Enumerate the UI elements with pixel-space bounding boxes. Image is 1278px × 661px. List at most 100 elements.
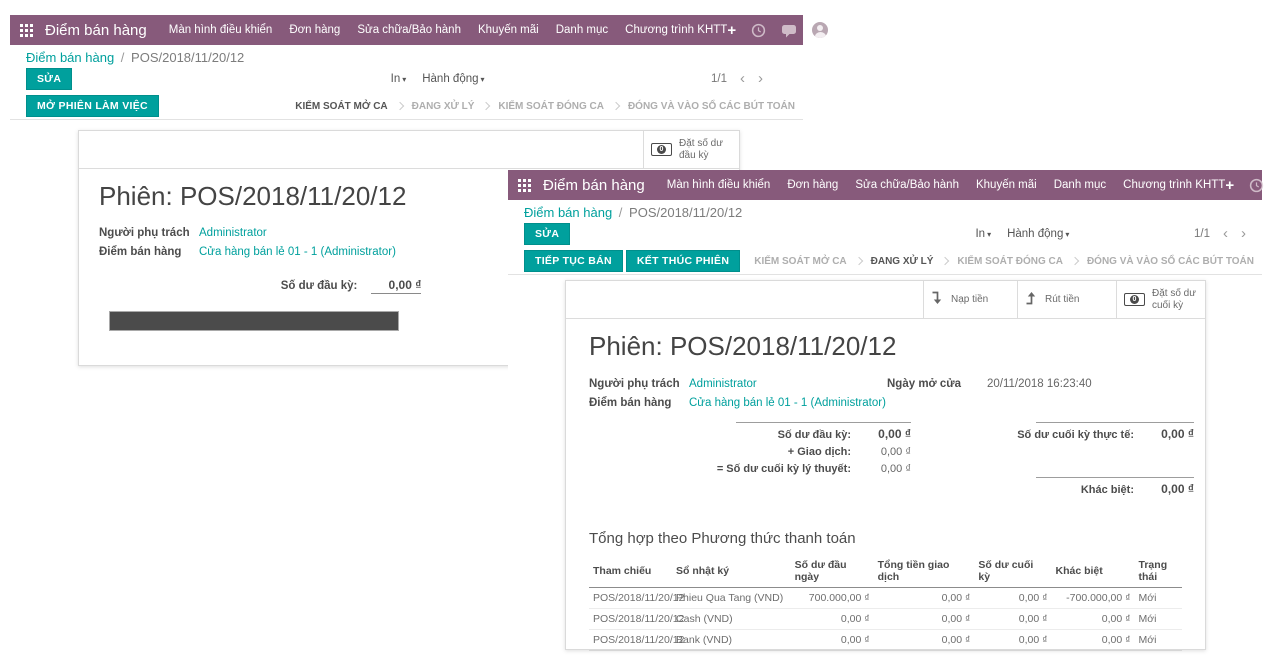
menu-item-repair[interactable]: Sửa chữa/Bảo hành bbox=[855, 179, 959, 191]
apps-grid-icon[interactable] bbox=[518, 178, 531, 192]
status-badge: Mới bbox=[1138, 634, 1157, 646]
field-responsible: Người phụ trách Administrator bbox=[99, 227, 267, 239]
col-total-transaction: Tổng tiền giao dịch bbox=[873, 555, 975, 588]
pos-session-window-in-progress: Điểm bán hàng Màn hình điều khiển Đơn hà… bbox=[508, 170, 1264, 661]
breadcrumb-parent[interactable]: Điểm bán hàng bbox=[26, 50, 115, 65]
pos-link[interactable]: Cửa hàng bán lẻ 01 - 1 (Administrator) bbox=[689, 397, 886, 409]
step-closed-posted[interactable]: ĐÓNG VÀ VÀO SỔ CÁC BÚT TOÁN bbox=[627, 100, 795, 112]
menu-item-promotion[interactable]: Khuyến mãi bbox=[477, 24, 539, 36]
chat-icon[interactable] bbox=[781, 23, 797, 38]
responsible-link[interactable]: Administrator bbox=[199, 227, 267, 239]
menu-item-dashboard[interactable]: Màn hình điều khiển bbox=[168, 24, 273, 36]
user-avatar[interactable] bbox=[812, 22, 829, 38]
difference-value: 0,00 ₫ bbox=[1161, 482, 1194, 496]
edit-button[interactable]: SỬA bbox=[524, 223, 571, 245]
step-separator-icon bbox=[611, 101, 621, 111]
open-session-button[interactable]: MỞ PHIÊN LÀM VIỆC bbox=[26, 95, 159, 117]
print-menu[interactable]: In ▾ bbox=[975, 228, 992, 240]
app-title[interactable]: Điểm bán hàng bbox=[543, 176, 645, 194]
step-closing-control[interactable]: KIỂM SOÁT ĐÓNG CA bbox=[498, 100, 604, 112]
money-icon bbox=[1124, 293, 1145, 306]
menu-item-catalog[interactable]: Danh mục bbox=[555, 24, 609, 36]
payment-methods-table: Tham chiếu Sổ nhật ký Số dư đầu ngày Tổn… bbox=[589, 555, 1182, 651]
action-menu[interactable]: Hành động ▾ bbox=[422, 73, 485, 85]
withdraw-icon bbox=[1025, 291, 1038, 308]
set-opening-balance-button[interactable]: Đặt số dư đầu kỳ bbox=[643, 131, 739, 168]
continue-selling-button[interactable]: TIẾP TỤC BÁN bbox=[524, 250, 623, 272]
step-separator-icon bbox=[941, 256, 950, 266]
breadcrumb: Điểm bán hàng / POS/2018/11/20/12 bbox=[508, 200, 1262, 220]
print-menu[interactable]: In ▾ bbox=[390, 73, 407, 85]
pager-count: 1/1 bbox=[1194, 228, 1210, 240]
breadcrumb: Điểm bán hàng / POS/2018/11/20/12 bbox=[10, 45, 803, 65]
menu-item-repair[interactable]: Sửa chữa/Bảo hành bbox=[357, 24, 461, 36]
control-row: SỬA In ▾ Hành động ▾ 1/1 ‹ › bbox=[10, 65, 803, 93]
plus-icon[interactable]: + bbox=[727, 21, 737, 39]
step-in-progress[interactable]: ĐANG XỬ LÝ bbox=[411, 100, 475, 112]
statusbar: MỞ PHIÊN LÀM VIỆC KIỂM SOÁT MỞ CA ĐANG X… bbox=[10, 93, 803, 120]
step-in-progress[interactable]: ĐANG XỬ LÝ bbox=[870, 255, 934, 267]
menu-item-loyalty[interactable]: Chương trình KHTT bbox=[625, 24, 728, 36]
balance-summary: Số dư đầu kỳ: 0,00 ₫ + Giao dịch: 0,00 ₫… bbox=[589, 422, 1194, 502]
transactions-value: 0,00 ₫ bbox=[880, 446, 911, 458]
status-steps: KIỂM SOÁT MỞ CA ĐANG XỬ LÝ KIỂM SOÁT ĐÓN… bbox=[295, 101, 795, 112]
step-separator-icon bbox=[482, 101, 491, 111]
pager: 1/1 ‹ › bbox=[1194, 225, 1246, 242]
pager-prev-icon[interactable]: ‹ bbox=[1223, 225, 1228, 242]
col-journal: Sổ nhật ký bbox=[672, 555, 791, 588]
app-title[interactable]: Điểm bán hàng bbox=[45, 21, 147, 39]
deposit-icon bbox=[931, 291, 944, 308]
col-status: Trạng thái bbox=[1134, 555, 1182, 588]
table-row[interactable]: POS/2018/11/20/12 Bank (VND) 0,00 ₫ 0,00… bbox=[589, 630, 1182, 651]
difference-row: Khác biệt: 0,00 ₫ bbox=[1036, 477, 1194, 496]
pager-prev-icon[interactable]: ‹ bbox=[740, 70, 745, 87]
breadcrumb-separator: / bbox=[618, 205, 623, 220]
menu-item-dashboard[interactable]: Màn hình điều khiển bbox=[666, 179, 771, 191]
pager-next-icon[interactable]: › bbox=[758, 70, 763, 87]
breadcrumb-current: POS/2018/11/20/12 bbox=[629, 205, 743, 220]
clock-icon[interactable] bbox=[751, 23, 766, 38]
menu-item-orders[interactable]: Đơn hàng bbox=[787, 179, 839, 191]
edit-button[interactable]: SỬA bbox=[26, 68, 73, 90]
menu-item-loyalty[interactable]: Chương trình KHTT bbox=[1123, 179, 1226, 191]
real-closing-value: 0,00 ₫ bbox=[1161, 427, 1194, 441]
plus-icon[interactable]: + bbox=[1225, 176, 1235, 194]
step-closing-control[interactable]: KIỂM SOÁT ĐÓNG CA bbox=[957, 255, 1063, 267]
theoretical-closing-row: = Số dư cuối kỳ lý thuyết: 0,00 ₫ bbox=[716, 463, 911, 475]
opening-balance-value: 0,00 ₫ bbox=[371, 278, 422, 294]
responsible-link[interactable]: Administrator bbox=[689, 378, 757, 390]
pos-link[interactable]: Cửa hàng bán lẻ 01 - 1 (Administrator) bbox=[199, 246, 396, 258]
table-header-row: Tham chiếu Sổ nhật ký Số dư đầu ngày Tổn… bbox=[589, 555, 1182, 588]
col-reference: Tham chiếu bbox=[589, 555, 673, 588]
step-separator-icon bbox=[854, 256, 863, 266]
table-row[interactable]: POS/2018/11/20/12 Cash (VND) 0,00 ₫ 0,00… bbox=[589, 609, 1182, 630]
end-session-button[interactable]: KẾT THÚC PHIÊN bbox=[625, 250, 741, 272]
pager-next-icon[interactable]: › bbox=[1241, 225, 1246, 242]
pager-count: 1/1 bbox=[711, 73, 727, 85]
menu-item-catalog[interactable]: Danh mục bbox=[1053, 179, 1107, 191]
col-difference: Khác biệt bbox=[1051, 555, 1135, 588]
action-menu[interactable]: Hành động ▾ bbox=[1007, 228, 1070, 240]
real-balance-group: Số dư cuối kỳ thực tế: 0,00 ₫ Khác biệt:… bbox=[1017, 422, 1194, 501]
session-title: Phiên: POS/2018/11/20/12 bbox=[589, 331, 897, 361]
step-closed-posted[interactable]: ĐÓNG VÀ VÀO SỔ CÁC BÚT TOÁN bbox=[1086, 255, 1254, 267]
session-title: Phiên: POS/2018/11/20/12 bbox=[99, 181, 407, 211]
put-money-in-button[interactable]: Nạp tiền bbox=[923, 281, 1017, 318]
table-row[interactable]: POS/2018/11/20/12 Phieu Qua Tang (VND) 7… bbox=[589, 588, 1182, 609]
opening-date-value: 20/11/2018 16:23:40 bbox=[987, 378, 1092, 390]
menu-item-orders[interactable]: Đơn hàng bbox=[289, 24, 341, 36]
clock-icon[interactable] bbox=[1249, 178, 1264, 193]
step-opening-control[interactable]: KIỂM SOÁT MỞ CA bbox=[754, 255, 847, 267]
form-sheet: Nạp tiền Rút tiền Đặt số dư cuối kỳ Phiê… bbox=[565, 280, 1206, 651]
menu-item-promotion[interactable]: Khuyến mãi bbox=[975, 179, 1037, 191]
user-name[interactable]: Administrator bbox=[834, 24, 902, 36]
step-opening-control[interactable]: KIỂM SOÁT MỞ CA bbox=[295, 100, 388, 112]
money-icon bbox=[651, 143, 672, 156]
field-pos: Điểm bán hàng Cửa hàng bán lẻ 01 - 1 (Ad… bbox=[589, 397, 886, 409]
breadcrumb-current: POS/2018/11/20/12 bbox=[131, 50, 245, 65]
breadcrumb-parent[interactable]: Điểm bán hàng bbox=[524, 205, 613, 220]
real-closing-row: Số dư cuối kỳ thực tế: 0,00 ₫ bbox=[1017, 422, 1194, 441]
set-closing-balance-button[interactable]: Đặt số dư cuối kỳ bbox=[1116, 281, 1205, 318]
take-money-out-button[interactable]: Rút tiền bbox=[1017, 281, 1116, 318]
apps-grid-icon[interactable] bbox=[20, 23, 33, 37]
